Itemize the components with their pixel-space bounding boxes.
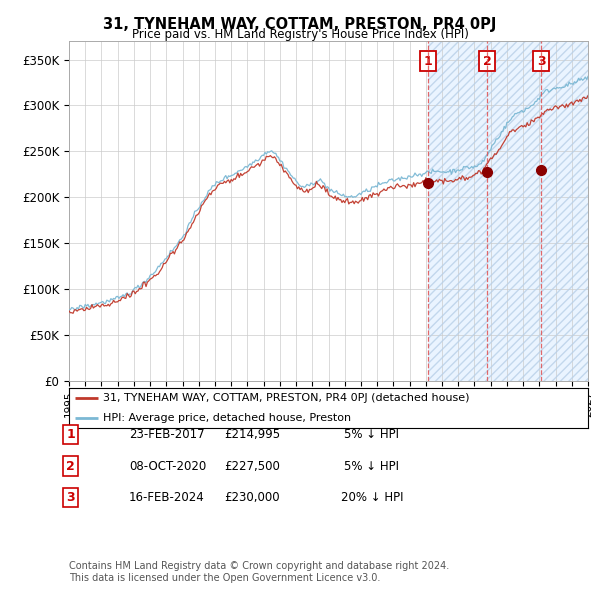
Text: 31, TYNEHAM WAY, COTTAM, PRESTON, PR4 0PJ: 31, TYNEHAM WAY, COTTAM, PRESTON, PR4 0P… [103, 17, 497, 31]
Bar [541, 41, 588, 381]
Text: 20% ↓ HPI: 20% ↓ HPI [341, 491, 403, 504]
Bar [428, 41, 487, 381]
Text: £227,500: £227,500 [224, 460, 280, 473]
Text: HPI: Average price, detached house, Preston: HPI: Average price, detached house, Pres… [103, 413, 351, 422]
Text: 08-OCT-2020: 08-OCT-2020 [129, 460, 206, 473]
Bar [428, 41, 487, 381]
Text: £230,000: £230,000 [224, 491, 280, 504]
Text: 5% ↓ HPI: 5% ↓ HPI [344, 460, 400, 473]
Text: £214,995: £214,995 [224, 428, 280, 441]
Text: Price paid vs. HM Land Registry's House Price Index (HPI): Price paid vs. HM Land Registry's House … [131, 28, 469, 41]
Text: 1: 1 [424, 55, 432, 68]
Text: 1: 1 [67, 428, 75, 441]
Text: 2: 2 [67, 460, 75, 473]
Text: 3: 3 [67, 491, 75, 504]
Text: 23-FEB-2017: 23-FEB-2017 [129, 428, 205, 441]
Text: 2: 2 [482, 55, 491, 68]
Bar [541, 41, 588, 381]
Text: 5% ↓ HPI: 5% ↓ HPI [344, 428, 400, 441]
Bar [487, 41, 541, 381]
Text: 3: 3 [537, 55, 545, 68]
Bar [487, 41, 541, 381]
Text: Contains HM Land Registry data © Crown copyright and database right 2024.
This d: Contains HM Land Registry data © Crown c… [69, 561, 449, 583]
Text: 31, TYNEHAM WAY, COTTAM, PRESTON, PR4 0PJ (detached house): 31, TYNEHAM WAY, COTTAM, PRESTON, PR4 0P… [103, 394, 469, 404]
Text: 16-FEB-2024: 16-FEB-2024 [129, 491, 205, 504]
